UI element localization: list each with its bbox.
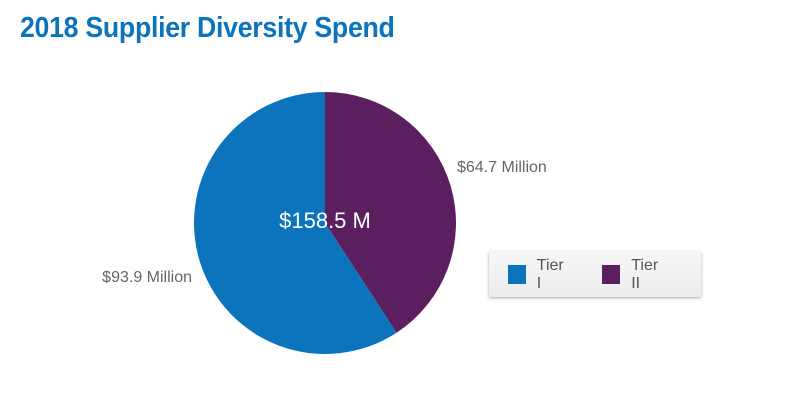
legend-label-tier-i: Tier I [536, 256, 564, 292]
legend-swatch-tier-ii [602, 265, 621, 284]
legend-item-tier-i[interactable]: Tier I [508, 257, 570, 293]
pie-slice-tier-ii[interactable] [325, 92, 457, 333]
pie-slice-tier-i[interactable] [194, 92, 397, 355]
legend-item-tier-ii[interactable]: Tier II [602, 257, 669, 293]
chart-title: 2018 Supplier Diversity Spend [20, 12, 395, 44]
slice-label-tier-i: $93.9 Million [102, 269, 192, 286]
chart-legend: Tier I Tier II [489, 252, 701, 297]
slice-label-tier-ii: $64.7 Million [457, 159, 547, 176]
legend-label-tier-ii: Tier II [631, 256, 659, 292]
pie-center-label: $158.5 M [279, 208, 371, 233]
legend-swatch-tier-i [508, 265, 526, 284]
pie-slices [194, 92, 457, 355]
